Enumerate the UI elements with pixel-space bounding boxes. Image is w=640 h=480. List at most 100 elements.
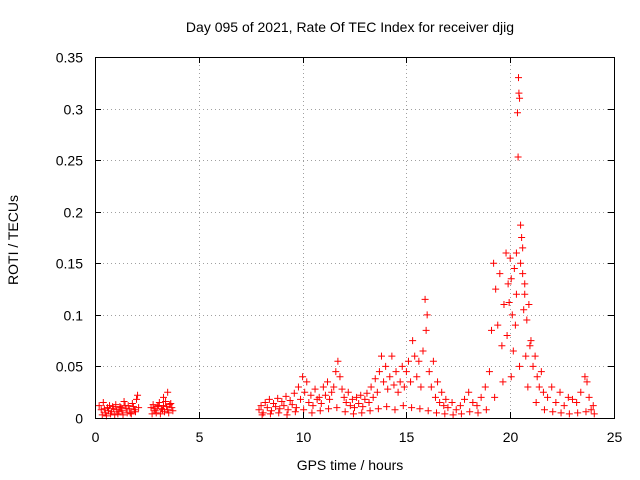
data-point bbox=[148, 410, 156, 418]
data-point bbox=[160, 393, 168, 401]
data-point bbox=[390, 381, 398, 389]
x-tick-label: 0 bbox=[92, 429, 100, 445]
data-point bbox=[156, 410, 164, 418]
data-point bbox=[392, 368, 400, 376]
data-point bbox=[317, 400, 325, 408]
data-point bbox=[441, 410, 449, 418]
data-point bbox=[509, 347, 517, 355]
data-point bbox=[535, 383, 543, 391]
data-point bbox=[316, 407, 324, 415]
data-point bbox=[349, 410, 357, 418]
data-point bbox=[113, 406, 121, 414]
data-point bbox=[488, 326, 496, 334]
data-point bbox=[423, 311, 431, 319]
data-point bbox=[162, 397, 170, 405]
data-point bbox=[333, 404, 341, 412]
data-point bbox=[496, 270, 504, 278]
data-point bbox=[581, 373, 589, 381]
data-point bbox=[374, 405, 382, 413]
data-point bbox=[265, 395, 273, 403]
data-point bbox=[532, 399, 540, 407]
data-point bbox=[280, 402, 288, 410]
data-point bbox=[363, 389, 371, 397]
data-point bbox=[419, 347, 427, 355]
data-point bbox=[97, 406, 105, 414]
data-point bbox=[118, 407, 126, 415]
data-point bbox=[457, 410, 465, 418]
data-point bbox=[384, 385, 392, 393]
data-point bbox=[413, 373, 421, 381]
data-point bbox=[261, 399, 269, 407]
data-point bbox=[519, 244, 527, 252]
data-point bbox=[341, 408, 349, 416]
x-axis-label: GPS time / hours bbox=[297, 457, 404, 473]
data-point bbox=[452, 406, 460, 414]
data-point bbox=[448, 399, 456, 407]
data-point bbox=[301, 388, 309, 396]
data-point bbox=[494, 321, 502, 329]
data-point bbox=[334, 357, 342, 365]
data-point bbox=[169, 407, 177, 415]
data-point bbox=[365, 399, 373, 407]
data-point bbox=[307, 391, 315, 399]
chart-title: Day 095 of 2021, Rate Of TEC Index for r… bbox=[186, 19, 514, 35]
data-point bbox=[303, 378, 311, 386]
data-point bbox=[366, 407, 374, 415]
data-point bbox=[582, 408, 590, 416]
plot-frame bbox=[95, 57, 615, 419]
data-point bbox=[348, 395, 356, 403]
data-point bbox=[456, 402, 464, 410]
data-point bbox=[466, 408, 474, 416]
data-point bbox=[332, 368, 340, 376]
data-point bbox=[351, 404, 358, 412]
data-point bbox=[99, 399, 107, 407]
data-point bbox=[283, 411, 291, 419]
data-point bbox=[297, 395, 305, 403]
data-point bbox=[564, 393, 572, 401]
data-point bbox=[340, 393, 348, 401]
data-point bbox=[168, 404, 176, 412]
data-point bbox=[505, 298, 513, 306]
data-point bbox=[556, 388, 564, 396]
data-point bbox=[129, 403, 137, 411]
data-point bbox=[98, 411, 106, 419]
data-point bbox=[152, 409, 160, 417]
data-point bbox=[294, 383, 302, 391]
data-point bbox=[560, 402, 568, 410]
data-point bbox=[548, 383, 556, 391]
data-point bbox=[258, 411, 266, 419]
data-point bbox=[587, 406, 595, 414]
x-tick-label: 20 bbox=[503, 429, 519, 445]
data-point bbox=[272, 403, 280, 411]
data-point bbox=[422, 326, 430, 334]
x-tick-label: 5 bbox=[196, 429, 204, 445]
data-point bbox=[415, 357, 423, 365]
data-point bbox=[512, 290, 520, 298]
data-point bbox=[358, 409, 366, 417]
data-point bbox=[529, 362, 537, 370]
data-point bbox=[373, 388, 381, 396]
data-point bbox=[491, 393, 499, 401]
data-point bbox=[116, 403, 124, 411]
data-point bbox=[492, 285, 500, 293]
data-point bbox=[436, 399, 444, 407]
data-point bbox=[568, 395, 576, 403]
data-point bbox=[523, 316, 531, 324]
data-point bbox=[490, 259, 498, 267]
data-point bbox=[325, 405, 333, 413]
data-point bbox=[127, 410, 135, 418]
data-point bbox=[134, 391, 142, 399]
data-point bbox=[328, 388, 336, 396]
data-point bbox=[517, 259, 525, 267]
data-point bbox=[377, 352, 385, 360]
data-point bbox=[431, 393, 439, 401]
data-point bbox=[519, 270, 527, 278]
data-point bbox=[338, 385, 346, 393]
data-point bbox=[540, 406, 548, 414]
data-point bbox=[286, 396, 294, 404]
data-point bbox=[150, 405, 158, 413]
data-point bbox=[164, 388, 172, 396]
data-point bbox=[263, 404, 271, 412]
data-point bbox=[434, 378, 442, 386]
